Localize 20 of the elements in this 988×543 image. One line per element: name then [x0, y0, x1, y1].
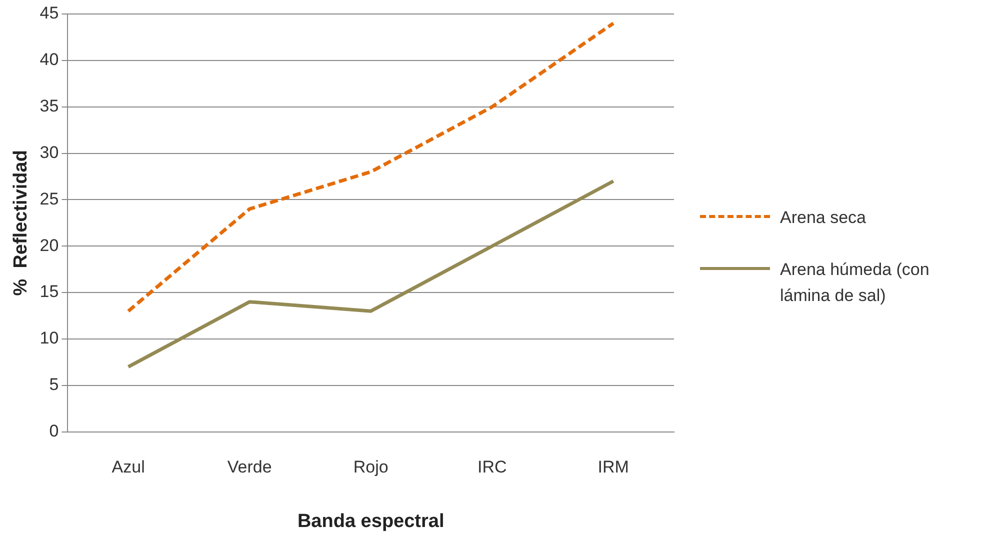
x-tick-label: IRM [598, 458, 629, 477]
legend-label: Arena seca [780, 207, 867, 229]
legend-label: Arena húmeda (con lámina de sal) [780, 259, 930, 307]
x-tick-label: Verde [227, 458, 272, 477]
y-tick-label: 5 [49, 375, 59, 394]
y-tick-label: 25 [40, 189, 59, 208]
y-tick-label: 10 [40, 328, 59, 348]
y-tick-label: 15 [40, 282, 59, 302]
y-axis-title: % Reflectividad [10, 150, 32, 296]
y-tick-label: 30 [40, 142, 59, 162]
y-tick-label: 0 [49, 421, 59, 440]
x-tick-label: IRC [477, 458, 507, 477]
y-tick-label: 45 [40, 4, 59, 23]
x-tick-label: Azul [112, 458, 145, 477]
y-tick-label: 35 [40, 96, 59, 116]
y-tick-label: 20 [40, 236, 59, 255]
line-series [126, 22, 616, 313]
x-axis-title: Banda espectral [297, 510, 444, 532]
x-tick-label: Rojo [353, 458, 388, 477]
y-tick-label: 40 [40, 50, 59, 70]
